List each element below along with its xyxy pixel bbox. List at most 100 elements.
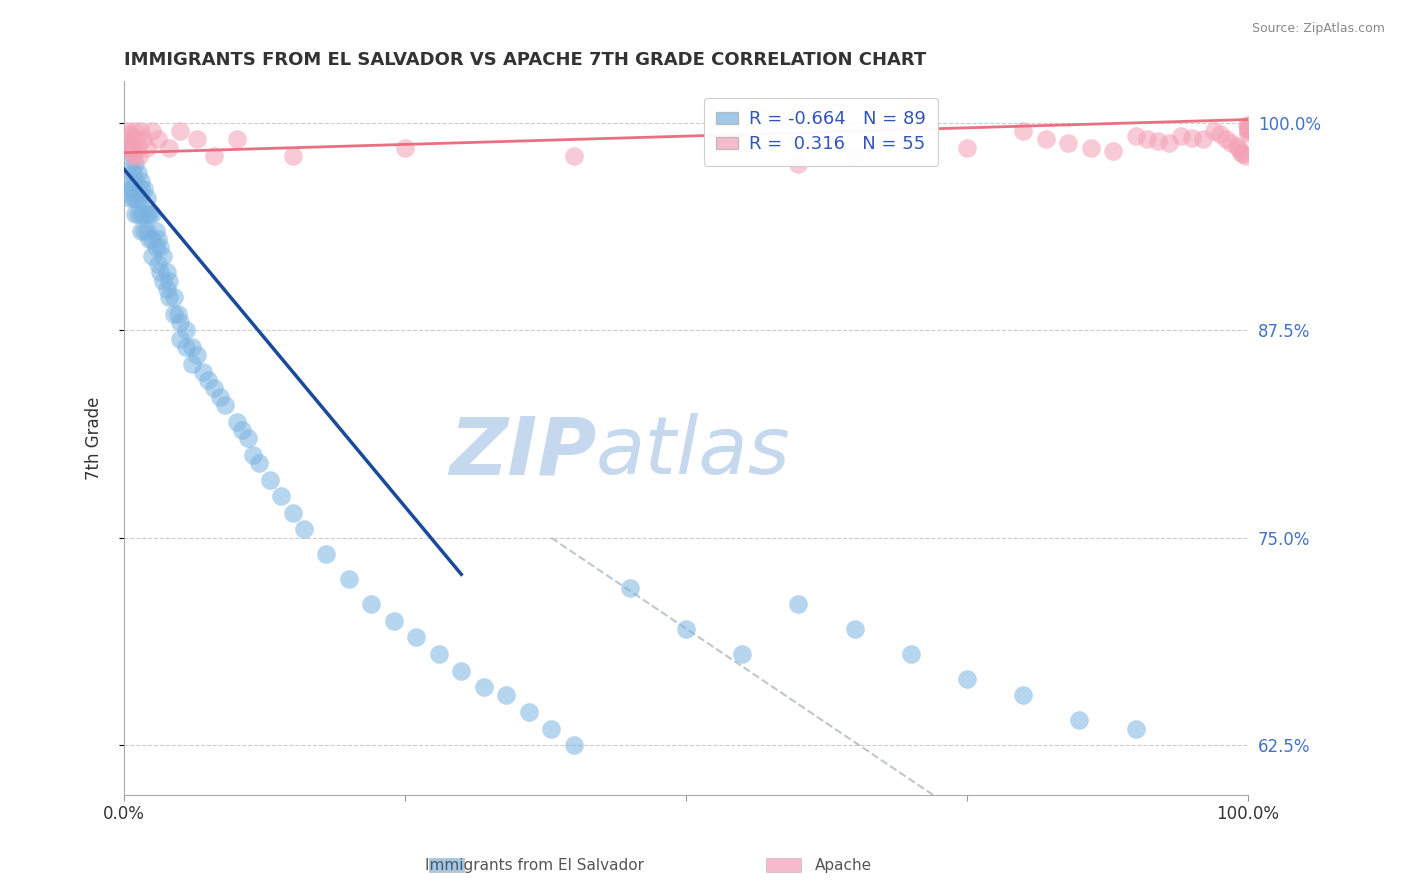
Point [169, 315, 191, 329]
Point [127, 207, 149, 221]
Point [146, 257, 169, 271]
Point [128, 149, 150, 163]
Point [1170, 129, 1192, 144]
Point [214, 398, 236, 412]
Point [124, 124, 146, 138]
Point [1232, 147, 1254, 161]
Point [1227, 142, 1250, 156]
Point [202, 381, 225, 395]
Point [844, 149, 866, 163]
Point [619, 581, 641, 595]
Point [167, 307, 190, 321]
Point [787, 597, 810, 611]
Point [118, 157, 141, 171]
Point [124, 174, 146, 188]
Point [180, 340, 202, 354]
Point [1204, 124, 1226, 138]
Point [450, 664, 472, 678]
Text: atlas: atlas [596, 414, 792, 491]
Point [157, 290, 180, 304]
Point [495, 689, 517, 703]
Point [281, 149, 304, 163]
Point [956, 141, 979, 155]
Point [118, 190, 141, 204]
Point [145, 224, 167, 238]
Point [129, 182, 152, 196]
Point [138, 207, 160, 221]
Legend: R = -0.664   N = 89, R =  0.316   N = 55: R = -0.664 N = 89, R = 0.316 N = 55 [703, 97, 938, 166]
Point [135, 207, 157, 221]
Point [127, 190, 149, 204]
Point [337, 572, 360, 586]
Point [156, 282, 179, 296]
Point [162, 307, 184, 321]
Point [174, 340, 197, 354]
Point [124, 157, 146, 171]
Point [1136, 132, 1159, 146]
Point [152, 273, 174, 287]
Point [787, 157, 810, 171]
Point [135, 190, 157, 204]
Point [135, 141, 157, 155]
Point [191, 365, 214, 379]
Point [844, 622, 866, 636]
Point [225, 132, 247, 146]
Point [360, 597, 382, 611]
Point [1057, 136, 1080, 150]
Point [122, 166, 145, 180]
Point [1237, 120, 1260, 135]
Point [231, 423, 253, 437]
Point [152, 249, 174, 263]
Point [132, 132, 155, 146]
Point [202, 149, 225, 163]
Point [540, 722, 562, 736]
Point [146, 232, 169, 246]
Point [169, 124, 191, 138]
Point [1220, 136, 1243, 150]
Point [562, 149, 585, 163]
Point [405, 631, 427, 645]
Point [120, 136, 142, 150]
Point [134, 224, 156, 238]
Point [169, 332, 191, 346]
Point [122, 190, 145, 204]
Point [1237, 119, 1260, 133]
Point [157, 141, 180, 155]
Point [124, 207, 146, 221]
Point [292, 523, 315, 537]
Point [135, 224, 157, 238]
Point [1237, 126, 1260, 140]
Point [186, 348, 208, 362]
Point [1209, 128, 1232, 142]
Point [162, 290, 184, 304]
Point [118, 182, 141, 196]
Text: Apache: Apache [815, 858, 872, 872]
Point [1069, 714, 1091, 728]
Point [281, 506, 304, 520]
Point [1226, 139, 1249, 153]
Point [270, 489, 292, 503]
Point [242, 448, 264, 462]
Point [141, 124, 163, 138]
Point [1237, 122, 1260, 136]
Point [156, 265, 179, 279]
Point [124, 190, 146, 204]
Point [1234, 149, 1257, 163]
Point [122, 182, 145, 196]
Point [1215, 132, 1237, 146]
Point [141, 207, 163, 221]
Point [121, 141, 143, 155]
Point [129, 174, 152, 188]
Point [122, 145, 145, 160]
Point [1159, 136, 1181, 150]
Point [146, 132, 169, 146]
Point [125, 132, 148, 146]
Point [129, 224, 152, 238]
Point [1230, 145, 1253, 160]
Point [1102, 144, 1125, 158]
Point [517, 705, 540, 719]
Point [149, 240, 172, 254]
Point [118, 132, 141, 146]
Y-axis label: 7th Grade: 7th Grade [86, 397, 103, 480]
Point [1125, 722, 1147, 736]
